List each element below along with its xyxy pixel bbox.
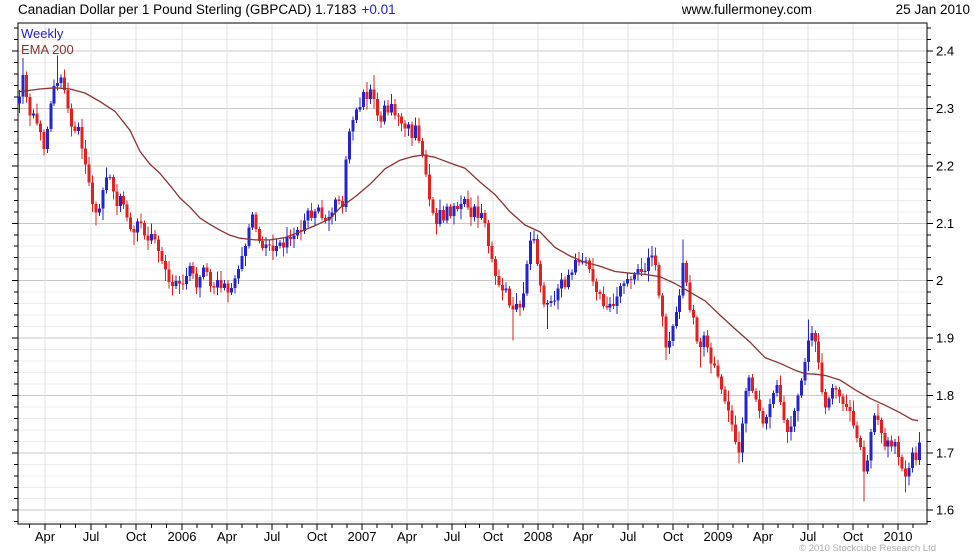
price-change: +0.01: [361, 2, 396, 17]
svg-text:1.6: 1.6: [936, 503, 954, 518]
gridlines: [18, 23, 927, 524]
svg-text:2010: 2010: [884, 529, 913, 544]
svg-text:2.2: 2.2: [936, 158, 954, 173]
svg-text:1.7: 1.7: [936, 445, 954, 460]
svg-text:Oct: Oct: [843, 529, 864, 544]
svg-text:Jul: Jul: [83, 529, 100, 544]
svg-text:2008: 2008: [524, 529, 553, 544]
svg-text:2.1: 2.1: [936, 216, 954, 231]
website-link[interactable]: www.fullermoney.com: [681, 2, 812, 17]
instrument-title: Canadian Dollar per 1 Pound Sterling (GB…: [18, 2, 357, 17]
svg-text:Jul: Jul: [264, 529, 281, 544]
chart-date: 25 Jan 2010: [895, 2, 970, 17]
svg-text:Oct: Oct: [663, 529, 684, 544]
svg-text:2006: 2006: [168, 529, 197, 544]
svg-text:Jul: Jul: [620, 529, 637, 544]
copyright-notice: © 2010 Stockcube Research Ltd: [799, 543, 936, 554]
svg-text:Oct: Oct: [483, 529, 504, 544]
ema-line: [18, 87, 919, 422]
svg-text:2.4: 2.4: [936, 44, 954, 59]
svg-text:Jul: Jul: [444, 529, 461, 544]
svg-text:2: 2: [936, 273, 943, 288]
svg-text:Oct: Oct: [126, 529, 147, 544]
page-title: Canadian Dollar per 1 Pound Sterling (GB…: [18, 2, 396, 17]
candlestick-series: [18, 55, 921, 502]
svg-text:Jul: Jul: [800, 529, 817, 544]
svg-text:2009: 2009: [704, 529, 733, 544]
svg-text:1.9: 1.9: [936, 331, 954, 346]
svg-text:Apr: Apr: [753, 529, 774, 544]
legend-ema-label: EMA 200: [21, 42, 74, 57]
svg-text:2007: 2007: [348, 529, 377, 544]
legend-timeframe: Weekly: [21, 26, 64, 41]
svg-text:2.3: 2.3: [936, 101, 954, 116]
svg-text:Apr: Apr: [397, 529, 418, 544]
axis-labels: Apr Jul Oct 2006 Apr Jul Oct 2007 Apr Jul Oct 2008 A…: [35, 44, 954, 544]
svg-text:Apr: Apr: [35, 529, 56, 544]
svg-text:1.8: 1.8: [936, 388, 954, 403]
svg-text:Apr: Apr: [573, 529, 594, 544]
svg-text:Oct: Oct: [307, 529, 328, 544]
svg-text:Apr: Apr: [217, 529, 238, 544]
axes-and-ticks: [12, 22, 933, 530]
